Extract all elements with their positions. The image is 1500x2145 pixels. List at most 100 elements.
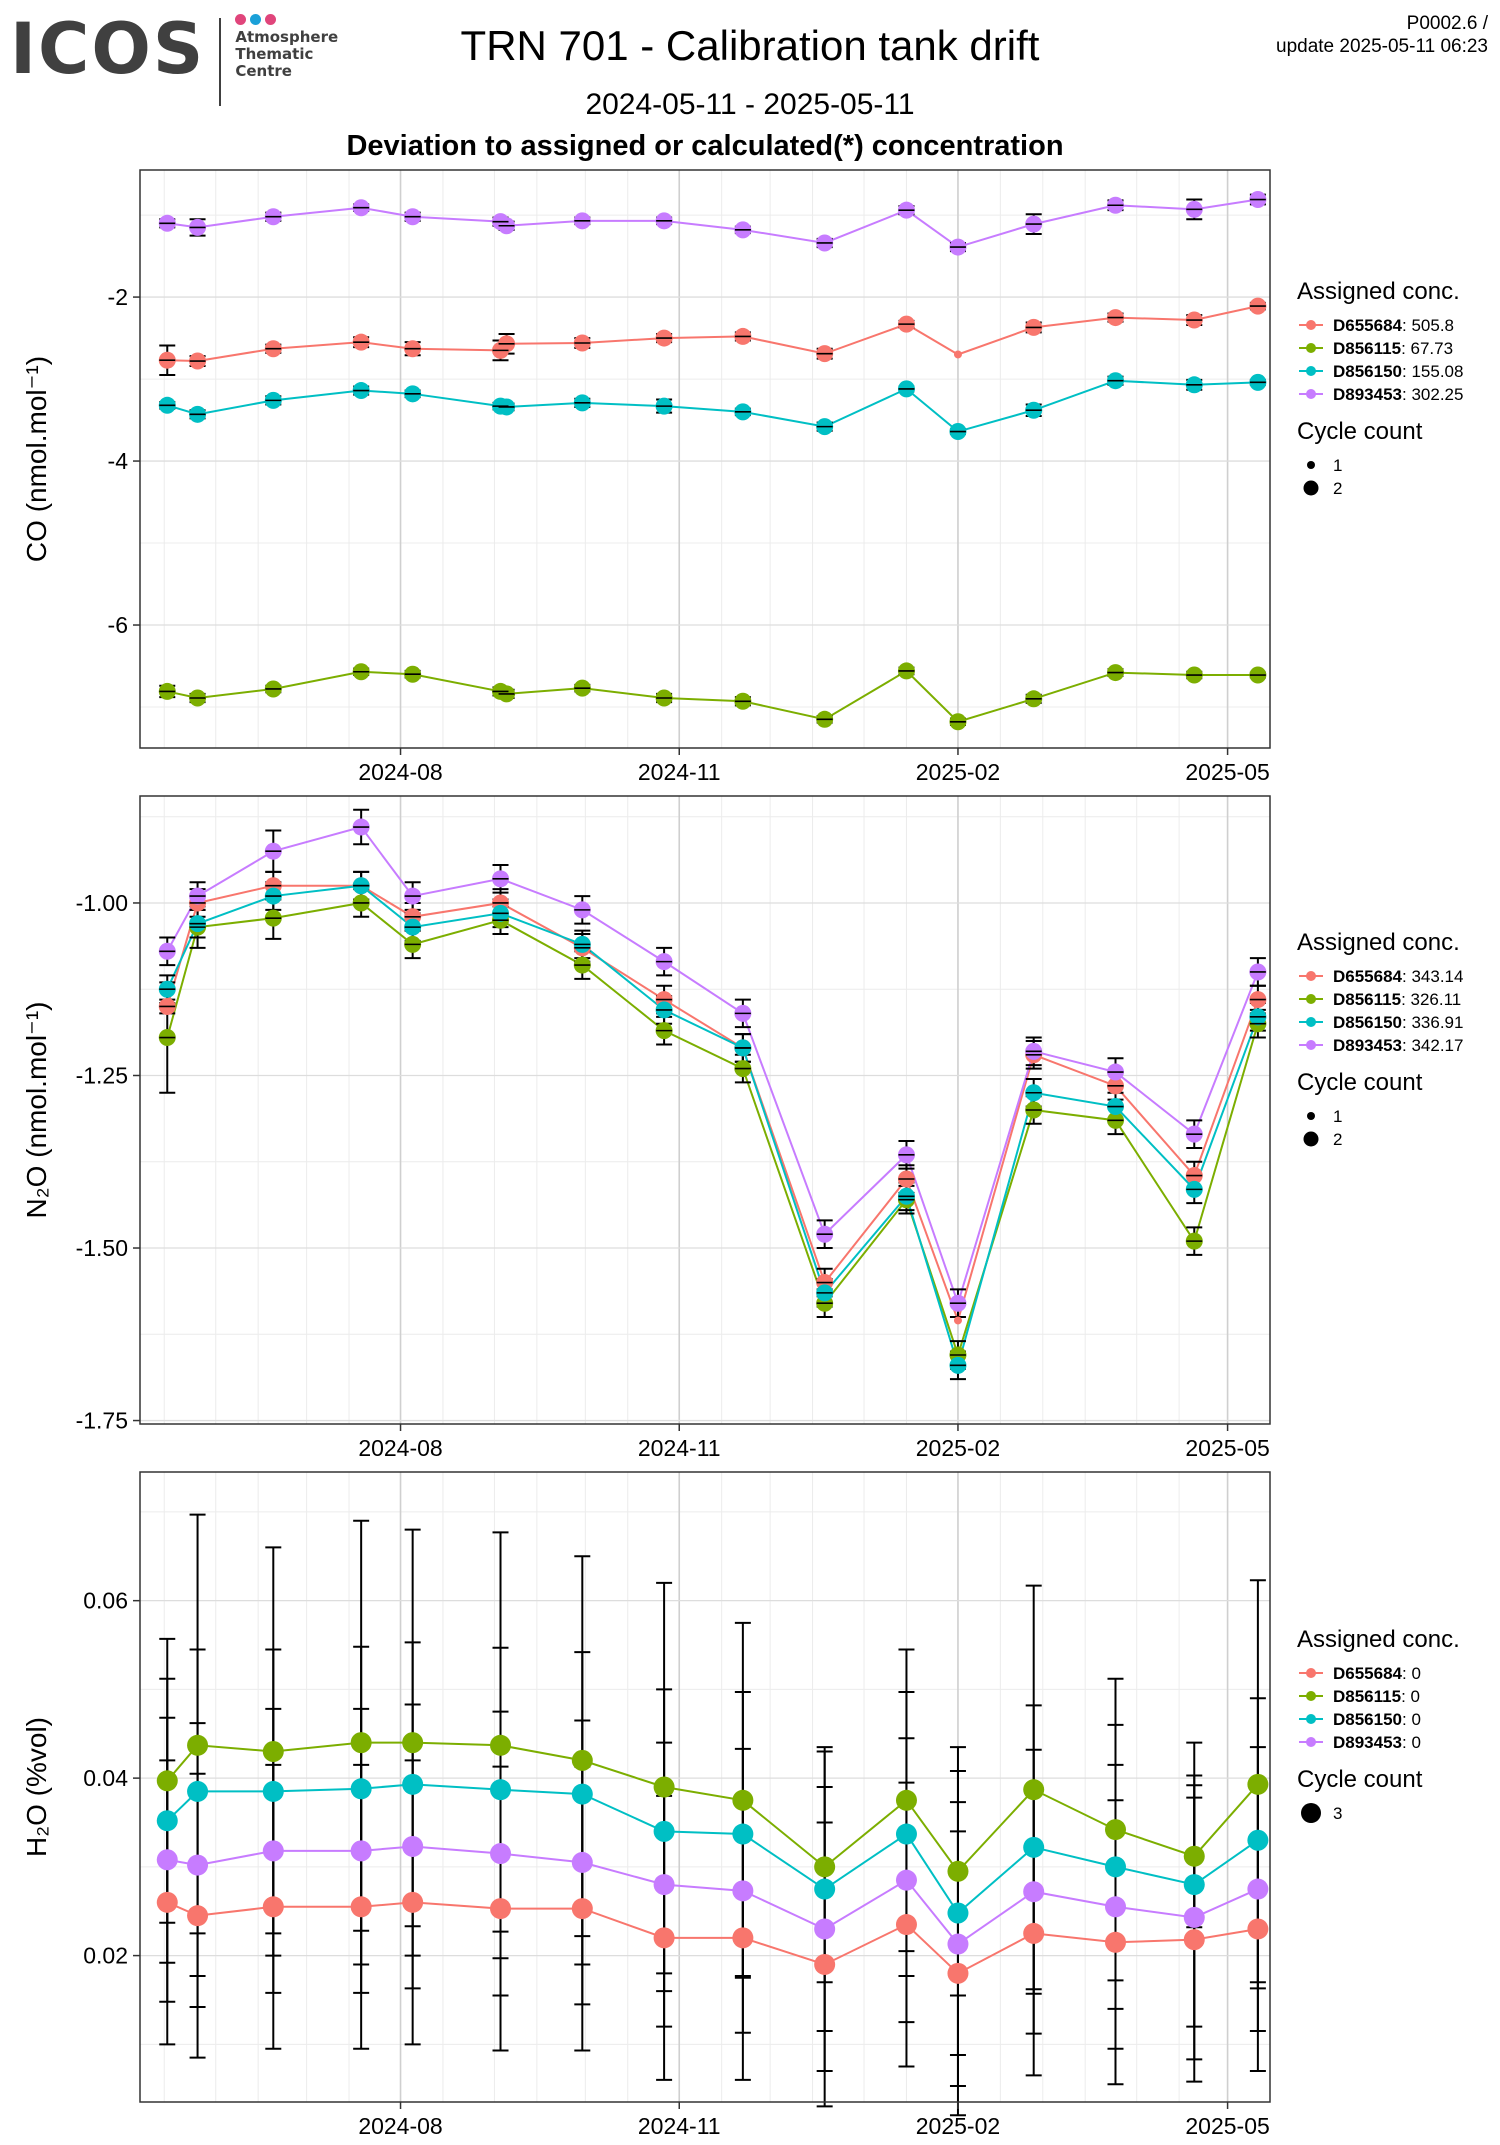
data-point-D856150 [1183, 1874, 1205, 1896]
panel-border [139, 1471, 1271, 2103]
data-point-D655684 [571, 1898, 593, 1920]
legend-entry: D893453: 0 [1333, 1733, 1421, 1752]
x-tick-label: 2025-05 [1185, 759, 1269, 785]
data-point-D856150 [490, 1779, 512, 1801]
data-point-D655684 [953, 1316, 962, 1325]
data-point-D655684 [1183, 1929, 1205, 1951]
plot-title: Deviation to assigned or calculated(*) c… [346, 130, 1064, 162]
data-point-D856115 [732, 1789, 754, 1811]
series-line-D856150 [166, 884, 1259, 1369]
data-point-D856115 [262, 1741, 284, 1763]
y-tick-label: -6 [108, 612, 128, 638]
y-axis-label: H₂O (%vol) [21, 1717, 52, 1857]
data-point-D856115 [814, 1856, 836, 1878]
data-point-D856150 [350, 1778, 372, 1800]
legend-entry: D893453: 342.17 [1333, 1036, 1463, 1055]
x-tick-label: 2024-08 [358, 1435, 442, 1461]
data-point-D893453 [1247, 1878, 1269, 1900]
legend-entry: D893453: 302.25 [1333, 385, 1463, 404]
series-line-D856150 [166, 379, 1258, 433]
series-line-D856150 [166, 1783, 1259, 1915]
legend-key-dot [1306, 1668, 1316, 1678]
x-tick-label: 2024-08 [358, 759, 442, 785]
legend-size-dot [1303, 480, 1319, 496]
series-line-D655684 [167, 305, 1259, 363]
legend-key-dot [1306, 971, 1316, 981]
data-point-D893453 [1183, 1906, 1205, 1928]
legend-size-dot [1303, 1131, 1319, 1147]
data-point-D856150 [571, 1783, 593, 1805]
logo-dot [250, 14, 262, 25]
x-tick-label: 2024-11 [638, 2113, 721, 2139]
report-header: ICOS Atmosphere Thematic Centre TRN 701 … [0, 0, 1500, 162]
data-point-D655684 [732, 1927, 754, 1949]
x-tick-label: 2025-02 [916, 2113, 1000, 2139]
series-line-D856115 [167, 669, 1258, 723]
update-line: update 2025-05-11 06:23 [1276, 36, 1488, 57]
data-point-D655684 [1247, 1918, 1269, 1940]
logo-line: Atmosphere [235, 28, 339, 46]
legend-size-title: Cycle count [1297, 1766, 1423, 1793]
data-point-D856115 [895, 1789, 917, 1811]
logo-divider [219, 18, 222, 106]
legend-entry: D655684: 343.14 [1333, 967, 1463, 986]
data-point-D856115 [571, 1749, 593, 1771]
logo-dot [235, 14, 247, 25]
data-point-D655684 [350, 1896, 372, 1918]
data-point-D893453 [262, 1840, 284, 1862]
data-point-D655684 [156, 1891, 178, 1913]
y-tick-label: -2 [108, 284, 128, 310]
data-point-D856150 [814, 1878, 836, 1900]
data-point-D893453 [947, 1933, 969, 1955]
data-point-D893453 [490, 1843, 512, 1865]
series-line-D856115 [166, 901, 1259, 1359]
series-line-D893453 [167, 1845, 1259, 1946]
legend-key-dot [1306, 1714, 1316, 1724]
legend-size-title: Cycle count [1297, 418, 1423, 445]
legend-entry: D856115: 67.73 [1333, 339, 1453, 358]
data-point-D856115 [653, 1776, 675, 1798]
chart-panel-3: 2024-08 2024-11 2025-02 2025-05 0.02 0.04 0.06… [21, 1471, 1460, 2139]
legend-entry: D655684: 0 [1333, 1664, 1421, 1683]
x-tick-label: 2025-05 [1185, 2113, 1269, 2139]
data-point-D856150 [1247, 1829, 1269, 1851]
y-tick-label: -1.50 [76, 1235, 128, 1261]
x-tick-label: 2024-08 [358, 2113, 442, 2139]
legend-title: Assigned conc. [1297, 1626, 1460, 1653]
legend-key-dot [1306, 1737, 1316, 1747]
y-tick-label: -4 [108, 448, 129, 474]
data-point-D856150 [653, 1820, 675, 1842]
data-point-D655684 [653, 1927, 675, 1949]
legend-size-title: Cycle count [1297, 1069, 1423, 1096]
legend-size-label: 2 [1333, 479, 1342, 498]
legend-entry: D856150: 0 [1333, 1710, 1421, 1729]
data-point-D655684 [1104, 1931, 1126, 1953]
legend-size-dot [1307, 1112, 1315, 1120]
logo-dots [235, 14, 338, 25]
data-point-D655684 [402, 1891, 424, 1913]
data-point-D655684 [814, 1953, 836, 1975]
legend-size-dot [1307, 461, 1315, 469]
data-point-D893453 [732, 1880, 754, 1902]
data-point-D655684 [947, 1962, 969, 1984]
data-point-D893453 [402, 1835, 424, 1857]
icos-logo: ICOS Atmosphere Thematic Centre [10, 14, 338, 106]
data-point-D655684 [1023, 1922, 1045, 1944]
x-tick-label: 2025-02 [916, 1435, 1000, 1461]
data-point-D893453 [350, 1840, 372, 1862]
data-point-D856115 [156, 1770, 178, 1792]
data-point-D856115 [1247, 1773, 1269, 1795]
legend-key-dot [1306, 389, 1316, 399]
legend-title: Assigned conc. [1297, 929, 1460, 956]
y-tick-label: -1.75 [76, 1408, 128, 1434]
data-point-D856150 [947, 1902, 969, 1924]
legend-key-dot [1306, 320, 1316, 330]
panel-border [139, 795, 1271, 1425]
version-line: P0002.6 / [1406, 13, 1488, 34]
data-point-D856150 [402, 1773, 424, 1795]
legend-size-dot [1301, 1803, 1321, 1823]
legend-size-label: 2 [1333, 1130, 1342, 1149]
y-axis-label: N₂O (nmol.mol⁻¹) [21, 1002, 52, 1219]
data-point-D856115 [1023, 1779, 1045, 1801]
report-title: TRN 701 - Calibration tank drift [460, 22, 1040, 69]
